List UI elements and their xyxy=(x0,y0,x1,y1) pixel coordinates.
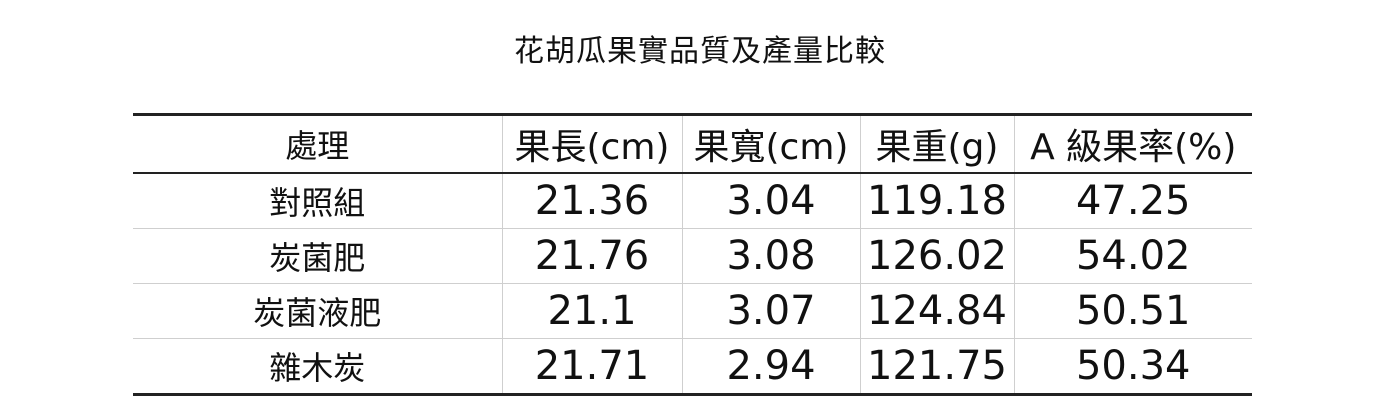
comparison-table: 處理 果長(cm) 果寬(cm) 果重(g) A 級果率(%) 對照組 21.3… xyxy=(133,113,1252,396)
cell-fruit-length: 21.71 xyxy=(501,338,682,395)
cell-grade-a-rate: 54.02 xyxy=(1013,228,1252,284)
cell-fruit-length: 21.1 xyxy=(501,283,682,339)
header-fruit-weight: 果重(g) xyxy=(859,114,1014,174)
cell-fruit-width: 2.94 xyxy=(681,338,860,395)
cell-fruit-weight: 126.02 xyxy=(859,228,1014,284)
table-title: 花胡瓜果實品質及產量比較 xyxy=(514,34,886,69)
cell-fruit-weight: 119.18 xyxy=(859,173,1014,229)
cell-fruit-length: 21.36 xyxy=(501,173,682,229)
cell-grade-a-rate: 47.25 xyxy=(1013,173,1252,229)
cell-grade-a-rate: 50.34 xyxy=(1013,338,1252,395)
row-treatment: 炭菌液肥 xyxy=(133,283,502,339)
cell-fruit-width: 3.04 xyxy=(681,173,860,229)
header-fruit-length: 果長(cm) xyxy=(501,114,682,174)
cell-fruit-weight: 121.75 xyxy=(859,338,1014,395)
table-row: 雜木炭 21.71 2.94 121.75 50.34 xyxy=(133,338,1252,395)
cell-fruit-width: 3.07 xyxy=(681,283,860,339)
table-row: 炭菌液肥 21.1 3.07 124.84 50.51 xyxy=(133,283,1252,339)
row-treatment: 炭菌肥 xyxy=(133,228,502,284)
header-treatment: 處理 xyxy=(133,114,502,174)
row-treatment: 對照組 xyxy=(269,184,366,222)
header-grade-a-rate: A 級果率(%) xyxy=(1013,114,1252,174)
table-row: 炭菌肥 21.76 3.08 126.02 54.02 xyxy=(133,228,1252,284)
row-treatment: 雜木炭 xyxy=(133,338,502,395)
cell-fruit-length: 21.76 xyxy=(501,228,682,284)
header-fruit-width: 果寬(cm) xyxy=(681,114,860,174)
cell-fruit-weight: 124.84 xyxy=(859,283,1014,339)
cell-grade-a-rate: 50.51 xyxy=(1013,283,1252,339)
header-row: 處理 果長(cm) 果寬(cm) 果重(g) A 級果率(%) xyxy=(133,114,1252,174)
cell-fruit-width: 3.08 xyxy=(681,228,860,284)
table-row: 對照組 21.36 3.04 119.18 47.25 xyxy=(133,173,1252,229)
